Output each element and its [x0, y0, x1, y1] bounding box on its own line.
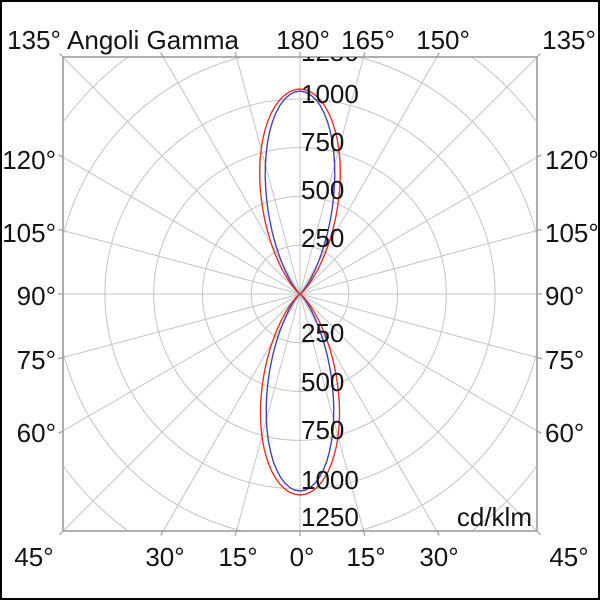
gamma-label-bottom-15-right: 15°: [346, 542, 386, 572]
gamma-label-top-135-right: 135°: [542, 25, 596, 55]
gamma-label-right-90: 90°: [545, 281, 585, 311]
intensity-curves: [258, 88, 342, 496]
gamma-label-bottom-30-right: 30°: [419, 542, 459, 572]
gamma-label-top-165: 165°: [341, 25, 395, 55]
gamma-label-right-60: 60°: [545, 418, 585, 448]
gamma-label-left-120: 120°: [2, 145, 56, 175]
gamma-label-top-135-left: 135°: [7, 25, 61, 55]
gamma-label-left-105: 105°: [2, 218, 56, 248]
gamma-label-left-75: 75°: [16, 345, 56, 375]
gamma-label-right-75: 75°: [545, 345, 585, 375]
chart-title: Angoli Gamma: [67, 25, 239, 55]
gamma-label-left-90: 90°: [16, 281, 56, 311]
curve-blue: [264, 90, 336, 492]
gamma-label-bottom-45-right: 45°: [549, 542, 589, 572]
gamma-label-bottom-45-left: 45°: [14, 542, 54, 572]
gamma-label-right-105: 105°: [545, 218, 599, 248]
gamma-label-top-180: 180°: [276, 25, 330, 55]
curve-red: [258, 88, 342, 496]
plot-border: [62, 56, 538, 532]
gamma-label-left-60: 60°: [16, 418, 56, 448]
gamma-label-bottom-0: 0°: [289, 542, 315, 572]
gamma-label-top-150: 150°: [416, 25, 470, 55]
gamma-label-bottom-15-left: 15°: [218, 542, 258, 572]
gamma-label-bottom-30-left: 30°: [145, 542, 185, 572]
gamma-label-right-120: 120°: [545, 145, 599, 175]
